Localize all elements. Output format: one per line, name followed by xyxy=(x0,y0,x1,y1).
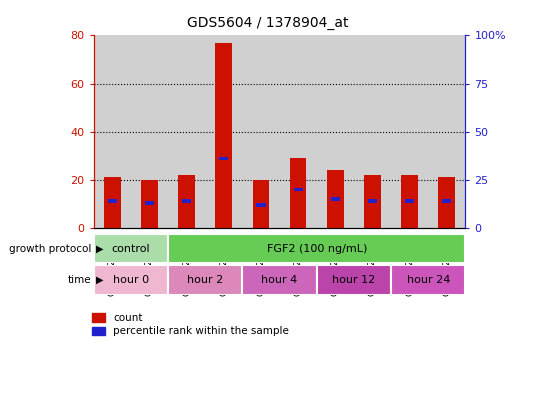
Bar xyxy=(242,265,317,295)
Bar xyxy=(216,42,232,228)
Bar xyxy=(280,35,317,228)
Bar xyxy=(331,197,340,201)
Bar xyxy=(368,199,377,203)
Bar xyxy=(354,35,391,228)
Text: ▶: ▶ xyxy=(96,244,104,253)
Bar xyxy=(442,199,452,203)
Bar xyxy=(429,35,465,228)
Bar xyxy=(94,234,168,263)
Bar xyxy=(182,199,191,203)
Bar xyxy=(178,175,195,228)
Text: growth protocol: growth protocol xyxy=(9,244,91,253)
Text: ▶: ▶ xyxy=(96,275,104,285)
Bar xyxy=(327,170,343,228)
Bar xyxy=(168,35,205,228)
Text: time: time xyxy=(67,275,91,285)
Text: control: control xyxy=(111,244,150,253)
Text: GDS5604 / 1378904_at: GDS5604 / 1378904_at xyxy=(187,16,348,30)
Bar xyxy=(294,187,303,191)
Text: hour 0: hour 0 xyxy=(113,275,149,285)
Bar xyxy=(253,180,269,228)
Bar xyxy=(168,265,242,295)
Bar xyxy=(290,158,307,228)
Text: FGF2 (100 ng/mL): FGF2 (100 ng/mL) xyxy=(266,244,367,253)
Bar xyxy=(256,203,265,207)
Bar xyxy=(145,201,154,205)
Bar xyxy=(364,175,381,228)
Bar xyxy=(104,177,120,228)
Bar xyxy=(317,265,391,295)
Bar xyxy=(168,234,465,263)
Bar xyxy=(391,35,429,228)
Bar xyxy=(131,35,168,228)
Bar xyxy=(317,35,354,228)
Legend: count, percentile rank within the sample: count, percentile rank within the sample xyxy=(88,309,293,341)
Bar xyxy=(391,265,465,295)
Bar xyxy=(401,175,418,228)
Bar xyxy=(94,265,168,295)
Text: hour 24: hour 24 xyxy=(407,275,450,285)
Bar xyxy=(205,35,242,228)
Text: hour 2: hour 2 xyxy=(187,275,223,285)
Bar xyxy=(108,199,117,203)
Bar xyxy=(242,35,280,228)
Bar xyxy=(405,199,414,203)
Text: hour 12: hour 12 xyxy=(332,275,376,285)
Bar xyxy=(219,157,228,160)
Text: hour 4: hour 4 xyxy=(262,275,297,285)
Bar xyxy=(94,35,131,228)
Bar xyxy=(439,177,455,228)
Bar xyxy=(141,180,158,228)
